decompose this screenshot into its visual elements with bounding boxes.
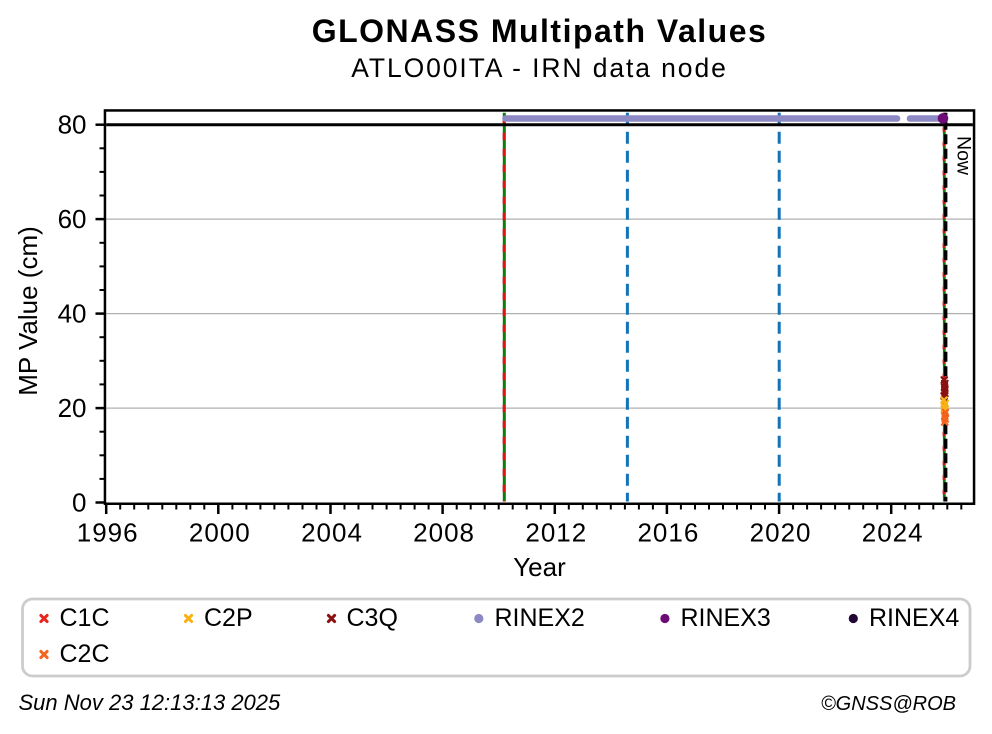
svg-text:2000: 2000 [189,518,251,548]
svg-text:80: 80 [58,110,87,140]
svg-text:C1C: C1C [60,604,110,632]
svg-text:RINEX3: RINEX3 [681,604,771,632]
svg-text:2008: 2008 [413,518,475,548]
svg-text:Sun Nov 23 12:13:13 2025: Sun Nov 23 12:13:13 2025 [19,690,282,715]
svg-text:60: 60 [58,204,87,234]
svg-text:20: 20 [58,393,87,423]
svg-text:GLONASS Multipath Values: GLONASS Multipath Values [312,13,768,49]
svg-text:2020: 2020 [750,518,812,548]
svg-text:©GNSS@ROB: ©GNSS@ROB [821,693,956,715]
svg-text:Now: Now [953,136,975,176]
svg-text:C2C: C2C [60,640,110,668]
svg-text:RINEX4: RINEX4 [869,604,959,632]
svg-text:2004: 2004 [301,518,363,548]
svg-text:C3Q: C3Q [347,604,398,632]
svg-text:C2P: C2P [204,604,253,632]
svg-text:ATLO00ITA - IRN data node: ATLO00ITA - IRN data node [351,53,727,83]
svg-text:RINEX2: RINEX2 [495,604,585,632]
svg-text:MP Value (cm): MP Value (cm) [13,226,43,396]
svg-text:1996: 1996 [77,518,139,548]
svg-text:2024: 2024 [862,518,924,548]
svg-text:2012: 2012 [525,518,587,548]
svg-text:2016: 2016 [637,518,699,548]
svg-text:40: 40 [58,299,87,329]
svg-text:Year: Year [513,552,566,582]
svg-text:0: 0 [72,487,86,517]
